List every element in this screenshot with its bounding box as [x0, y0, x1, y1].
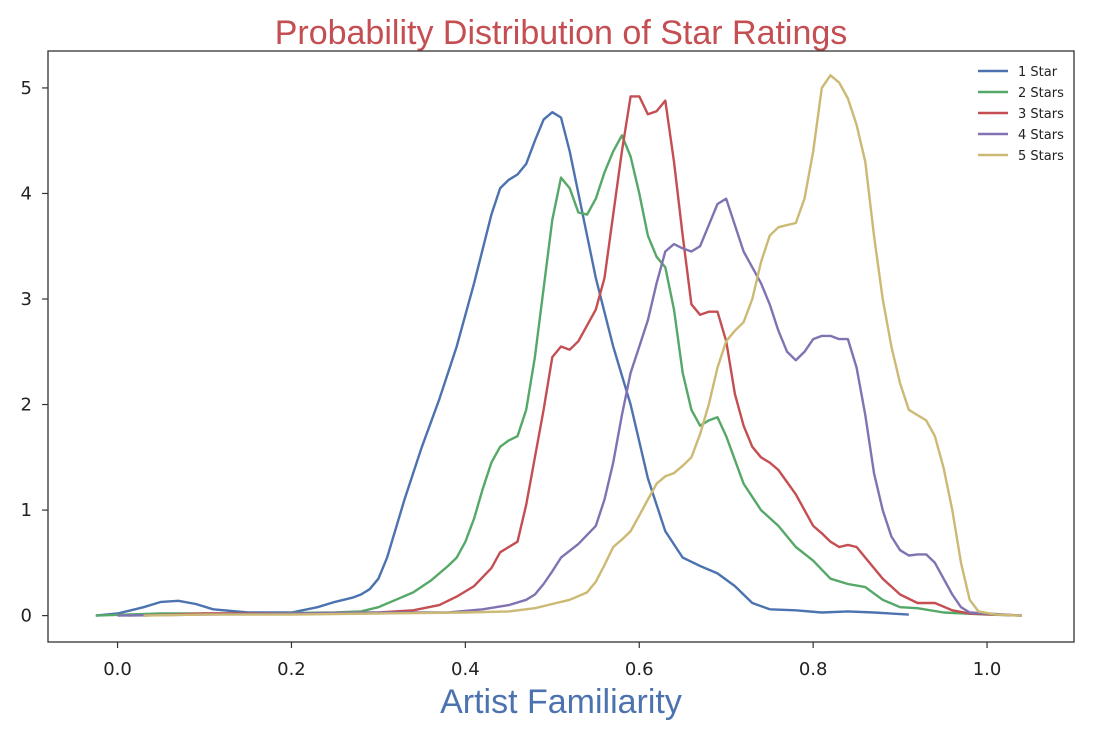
legend-label-4-stars: 4 Stars	[1018, 128, 1064, 143]
legend-label-5-stars: 5 Stars	[1018, 149, 1064, 164]
y-tick-label: 3	[21, 289, 32, 310]
y-tick-label: 1	[21, 500, 32, 521]
series-line-5-stars	[143, 74, 1022, 617]
x-tick-label: 0.2	[277, 659, 306, 680]
plot-area-frame	[47, 50, 1075, 643]
x-axis-ticks: 0.0 0.2 0.4 0.6 0.8 1.0	[103, 642, 1001, 680]
series-line-2-stars	[95, 134, 1022, 617]
chart-title: Probability Distribution of Star Ratings	[275, 14, 848, 52]
y-tick-label: 2	[21, 395, 32, 416]
series-line-1-star	[95, 111, 909, 617]
series-lines	[95, 74, 1022, 617]
legend: 1 Star 2 Stars 3 Stars 4 Stars 5 Stars	[978, 65, 1064, 164]
x-tick-label: 0.8	[799, 659, 828, 680]
x-tick-label: 0.4	[451, 659, 480, 680]
legend-label-2-stars: 2 Stars	[1018, 86, 1064, 101]
y-tick-label: 4	[21, 183, 32, 204]
legend-label-3-stars: 3 Stars	[1018, 107, 1064, 122]
series-line-3-stars	[143, 95, 1022, 617]
x-axis-label: Artist Familiarity	[440, 683, 682, 721]
y-tick-label: 0	[21, 606, 32, 627]
x-tick-label: 0.0	[103, 659, 132, 680]
y-tick-label: 5	[21, 78, 32, 99]
series-line-4-stars	[117, 197, 1022, 617]
x-tick-label: 1.0	[973, 659, 1002, 680]
x-tick-label: 0.6	[625, 659, 654, 680]
y-axis-ticks: 0 1 2 3 4 5	[21, 78, 48, 627]
legend-label-1-star: 1 Star	[1018, 65, 1058, 80]
